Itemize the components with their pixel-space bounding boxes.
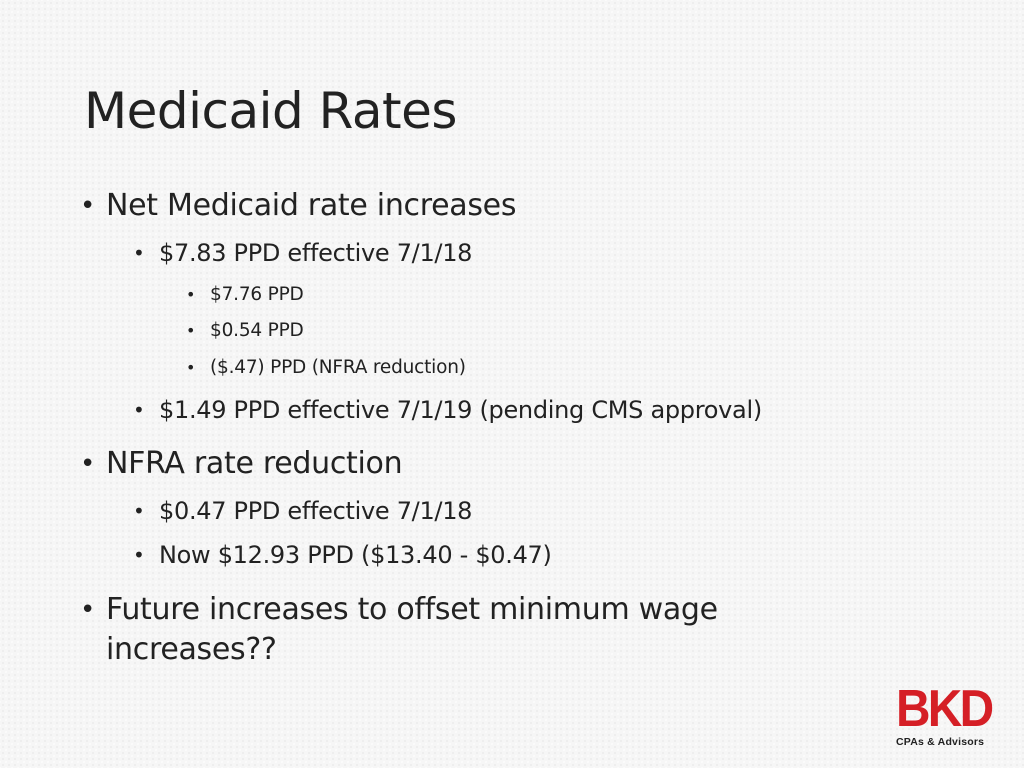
bullet-0-54-ppd: $0.54 PPD (186, 319, 304, 343)
bullet-nfra-rate-reduction: NFRA rate reduction (80, 444, 403, 484)
logo-tagline: CPAs & Advisors (896, 736, 985, 748)
bullet-net-medicaid-rate-increases: Net Medicaid rate increases (80, 186, 516, 226)
bullet-7-76-ppd: $7.76 PPD (186, 283, 304, 307)
bkd-logo: BKD CPAs & Advisors (896, 680, 998, 748)
bullet-0-47-ppd: $0.47 PPD effective 7/1/18 (133, 496, 472, 526)
bullet-future-increases: Future increases to offset minimum wage … (80, 590, 806, 670)
bullet-1-49-ppd: $1.49 PPD effective 7/1/19 (pending CMS … (133, 395, 762, 425)
bullet-nfra-reduction: ($.47) PPD (NFRA reduction) (186, 356, 466, 380)
bullet-now-12-93-ppd: Now $12.93 PPD ($13.40 - $0.47) (133, 540, 552, 570)
logo-brand: BKD (896, 680, 994, 738)
bullet-7-83-ppd: $7.83 PPD effective 7/1/18 (133, 238, 472, 268)
slide-title: Medicaid Rates (84, 82, 457, 140)
